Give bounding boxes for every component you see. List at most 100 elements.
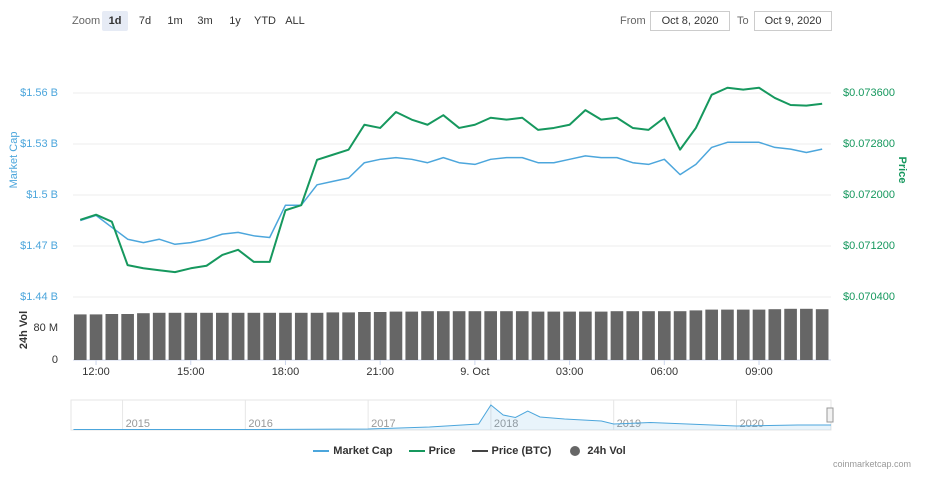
volume-bar [515,311,529,360]
volume-bar [137,313,150,360]
y2-tick-label: $0.072800 [843,138,895,150]
series-line [79,86,823,274]
zoom-button[interactable]: 1d [102,11,128,31]
y-tick-label: 0 [52,354,58,366]
y2-tick-label: $0.071200 [843,240,895,252]
navigator-tick-label: 2019 [617,418,641,430]
volume-bar [721,309,734,360]
volume-bar [673,311,687,360]
navigator-tick-label: 2018 [494,418,518,430]
legend-label: Price (BTC) [491,445,552,457]
volume-bar [484,311,497,360]
x-tick-label: 06:00 [651,366,679,378]
to-label: To [737,15,749,27]
navigator-tick-label: 2020 [739,418,763,430]
volume-bar [815,309,829,360]
x-tick-label: 12:00 [82,366,110,378]
volume-bar [342,312,355,360]
volume-bar [437,311,450,360]
volume-bar [105,314,119,360]
x-tick-label: 15:00 [177,366,205,378]
x-tick-label: 18:00 [272,366,300,378]
volume-bar [736,309,750,360]
zoom-button[interactable]: 1m [167,15,183,27]
volume-bar [657,311,671,360]
legend-label: Market Cap [333,445,393,457]
volume-bar [405,311,419,360]
legend-symbol [570,446,581,456]
volume-bar [89,314,103,360]
navigator-area [73,405,832,430]
volume-axis-title: 24h Vol [18,311,30,349]
volume-bar [563,311,576,360]
volume-bar [216,312,229,360]
zoom-button[interactable]: 3m [197,15,213,27]
legend-swatch [313,450,330,452]
legend: Market Cap Price Price (BTC) 24h Vol [0,442,939,460]
volume-bar [200,312,213,360]
volume-bar [184,312,198,360]
zoom-button[interactable]: 7d [138,15,152,27]
legend-swatch [408,450,425,452]
volume-bar [531,311,545,360]
x-tick-label: 09:00 [745,366,773,378]
volume-bar [373,312,387,360]
zoom-button[interactable]: ALL [285,15,305,27]
y2-tick-label: $0.070400 [843,291,895,303]
volume-bar [263,312,276,360]
volume-bar [279,312,292,360]
volume-bar [594,311,608,360]
volume-bar [121,314,134,360]
y-tick-label: $1.5 B [26,189,58,201]
volume-bar [310,312,324,360]
volume-bar [626,311,640,360]
legend-item[interactable]: Market Cap [313,442,393,460]
y2-axis-title: Price [896,157,908,184]
legend-item[interactable]: Price [408,442,456,460]
volume-bar [705,309,718,360]
to-date[interactable]: Oct 9, 2020 [754,11,832,31]
volume-bar [689,310,703,360]
x-tick-label: 9. Oct [460,366,489,378]
from-date[interactable]: Oct 8, 2020 [650,11,730,31]
volume-bar [579,311,592,360]
legend-label: Price [428,445,456,457]
volume-bar [500,311,513,360]
y-tick-label: $1.56 B [20,87,58,99]
volume-bar [768,309,782,360]
x-tick-label: 03:00 [556,366,584,378]
watermark: coinmarketcap.com [832,459,911,469]
volume-bar [752,309,766,360]
volume-bar [800,308,813,360]
volume-bar [642,311,655,360]
legend-label: 24h Vol [587,445,626,457]
volume-bar [247,312,261,360]
volume-bar [389,311,403,360]
legend-item[interactable]: Price (BTC) [471,442,552,460]
series-line [80,141,823,246]
y-tick-label: $1.47 B [20,240,58,252]
volume-bar [294,312,308,360]
navigator-tick-label: 2016 [248,418,272,430]
navigator-tick-label: 2015 [126,418,150,430]
legend-swatch [471,450,488,452]
legend-item[interactable]: 24h Vol [567,442,626,460]
volume-bar [231,312,245,360]
navigator-line [73,404,831,430]
y-tick-label: $1.44 B [20,291,58,303]
volume-bar [358,312,371,360]
volume-bar [547,311,561,360]
zoom-button[interactable]: YTD [254,15,276,27]
from-label: From [620,15,646,27]
volume-bar [452,311,466,360]
volume-bar [784,308,797,360]
y2-tick-label: $0.072000 [843,189,895,201]
navigator-handle[interactable] [826,407,834,423]
y2-tick-label: $0.073600 [843,87,895,99]
zoom-label: Zoom [72,15,101,27]
zoom-button[interactable]: 1y [229,15,241,27]
volume-bar [168,312,182,360]
volume-bar [326,312,340,360]
